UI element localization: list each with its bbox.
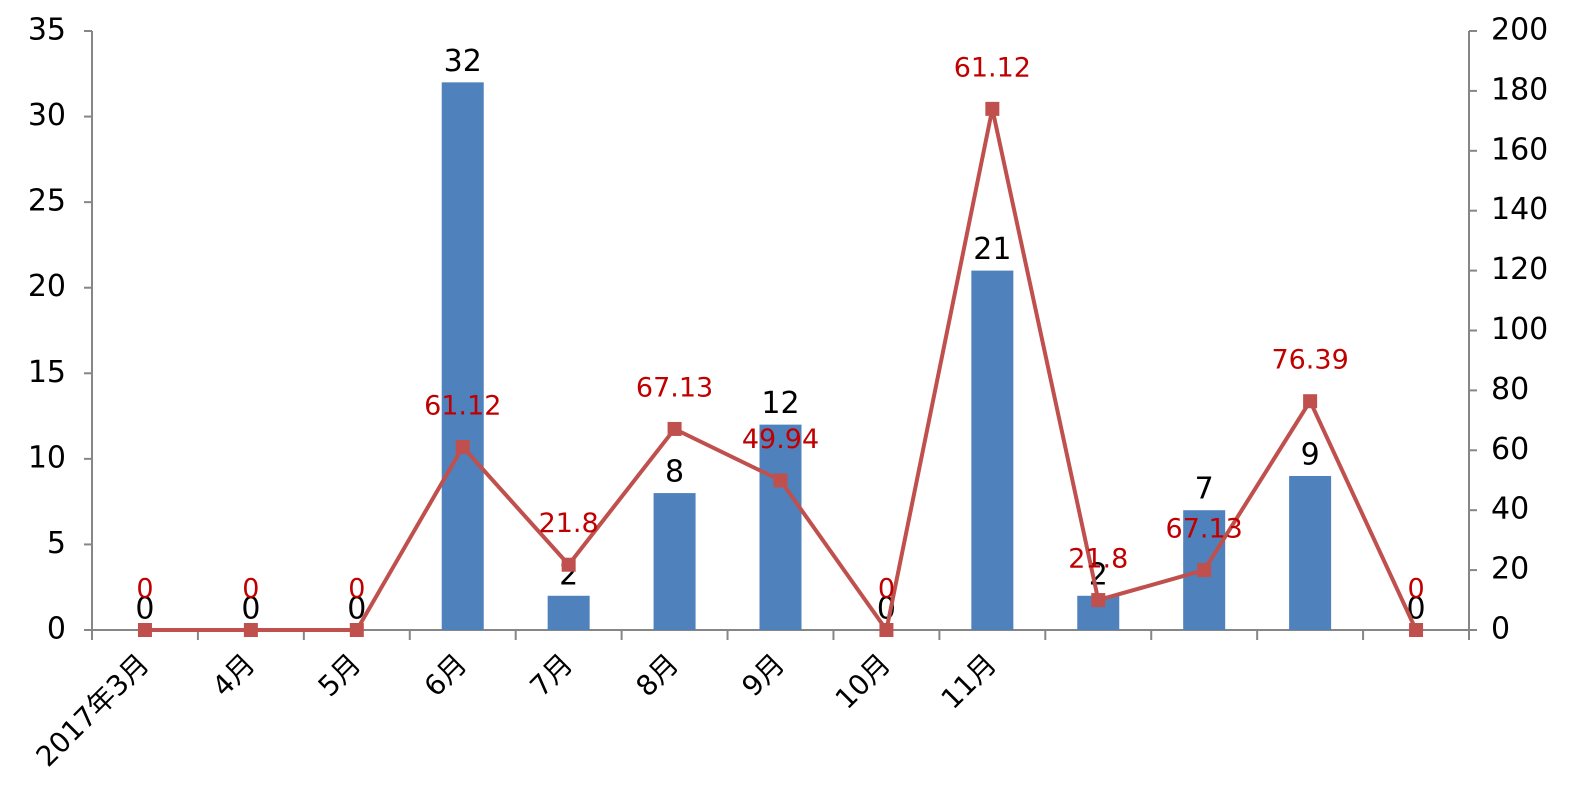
- line-label: 21.8: [539, 508, 599, 539]
- y2-tick-label: 0: [1491, 612, 1510, 647]
- bar-label: 7: [1195, 472, 1214, 507]
- x-tick-label: 11月: [935, 647, 1003, 715]
- line-marker: [1091, 593, 1106, 608]
- bar-label: 21: [973, 232, 1011, 267]
- bar-label: 0: [347, 592, 366, 627]
- line-marker: [349, 623, 364, 637]
- line-marker: [1197, 563, 1212, 578]
- y2-tick-label: 80: [1491, 372, 1529, 407]
- line-label: 67.13: [1166, 514, 1243, 545]
- line-label: 0: [1407, 574, 1424, 605]
- line-marker: [667, 421, 682, 436]
- y2-tick-label: 60: [1491, 432, 1529, 467]
- y2-tick-label: 100: [1491, 312, 1548, 347]
- x-tick-label: 4月: [206, 647, 262, 703]
- x-tick-label: 10月: [829, 647, 897, 715]
- line-marker: [561, 557, 576, 572]
- bar: [653, 493, 696, 630]
- line-marker: [773, 473, 788, 488]
- y-tick-label: 0: [47, 612, 66, 647]
- line-label: 0: [348, 574, 365, 605]
- bar: [971, 270, 1014, 630]
- line-label: 61.12: [954, 52, 1031, 83]
- line-marker: [243, 623, 258, 637]
- y-tick-label: 15: [28, 355, 66, 390]
- y2-tick-label: 140: [1491, 192, 1548, 227]
- line-marker: [1409, 623, 1424, 637]
- x-tick-label: 9月: [735, 647, 791, 703]
- x-tick-label: 2017年3月: [30, 647, 156, 773]
- bar-label: 0: [135, 592, 154, 627]
- y-tick-label: 20: [28, 269, 66, 304]
- line-marker: [1303, 394, 1318, 409]
- line-marker: [455, 439, 470, 454]
- y-tick-label: 30: [28, 98, 66, 133]
- line-marker: [137, 623, 152, 637]
- y2-tick-label: 200: [1491, 13, 1548, 48]
- bar-label: 12: [761, 386, 799, 421]
- bar-label: 32: [444, 44, 482, 79]
- line-label: 21.8: [1068, 544, 1128, 575]
- bar-label: 9: [1301, 437, 1320, 472]
- line-label: 0: [878, 574, 895, 605]
- y-tick-label: 5: [47, 526, 66, 561]
- bar: [1289, 475, 1332, 630]
- y2-tick-label: 40: [1491, 492, 1529, 527]
- line-marker: [879, 623, 894, 637]
- line-label: 0: [136, 574, 153, 605]
- line-label: 61.12: [424, 390, 501, 421]
- line-label: 76.39: [1271, 345, 1348, 376]
- y2-tick-label: 160: [1491, 132, 1548, 167]
- x-tick-label: 8月: [629, 647, 685, 703]
- line-marker: [985, 101, 1000, 116]
- y-tick-label: 25: [28, 184, 66, 219]
- y2-tick-label: 180: [1491, 72, 1548, 107]
- y2-tick-label: 20: [1491, 552, 1529, 587]
- bar: [759, 424, 802, 630]
- x-tick-label: 6月: [418, 647, 474, 703]
- y-tick-label: 35: [28, 13, 66, 48]
- line-label: 49.94: [742, 424, 819, 455]
- y2-tick-label: 120: [1491, 252, 1548, 287]
- x-tick-label: 7月: [524, 647, 580, 703]
- bar-label: 0: [241, 592, 260, 627]
- bar-label: 8: [665, 455, 684, 490]
- y-tick-label: 10: [28, 440, 66, 475]
- bar: [547, 595, 590, 630]
- line-label: 0: [242, 574, 259, 605]
- bar: [441, 82, 484, 631]
- x-tick-label: 5月: [312, 647, 368, 703]
- line-label: 67.13: [636, 372, 713, 403]
